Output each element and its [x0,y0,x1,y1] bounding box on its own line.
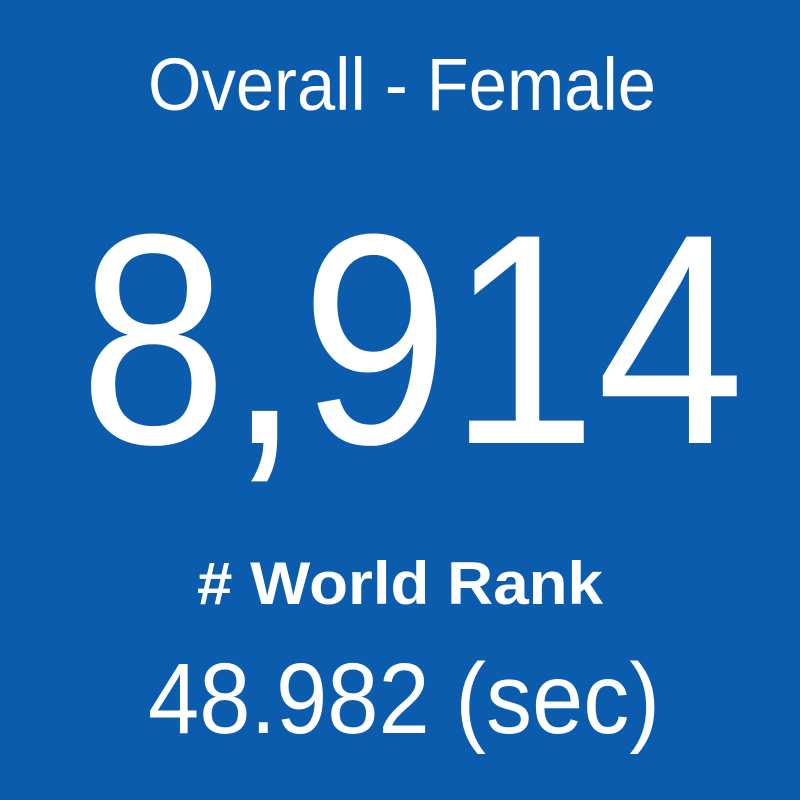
tile-value: 8,914 [80,171,745,507]
tile-label: # World Rank [197,550,604,617]
tile-time: 48.982 (sec) [148,643,660,755]
tile-title: Overall - Female [148,43,656,126]
